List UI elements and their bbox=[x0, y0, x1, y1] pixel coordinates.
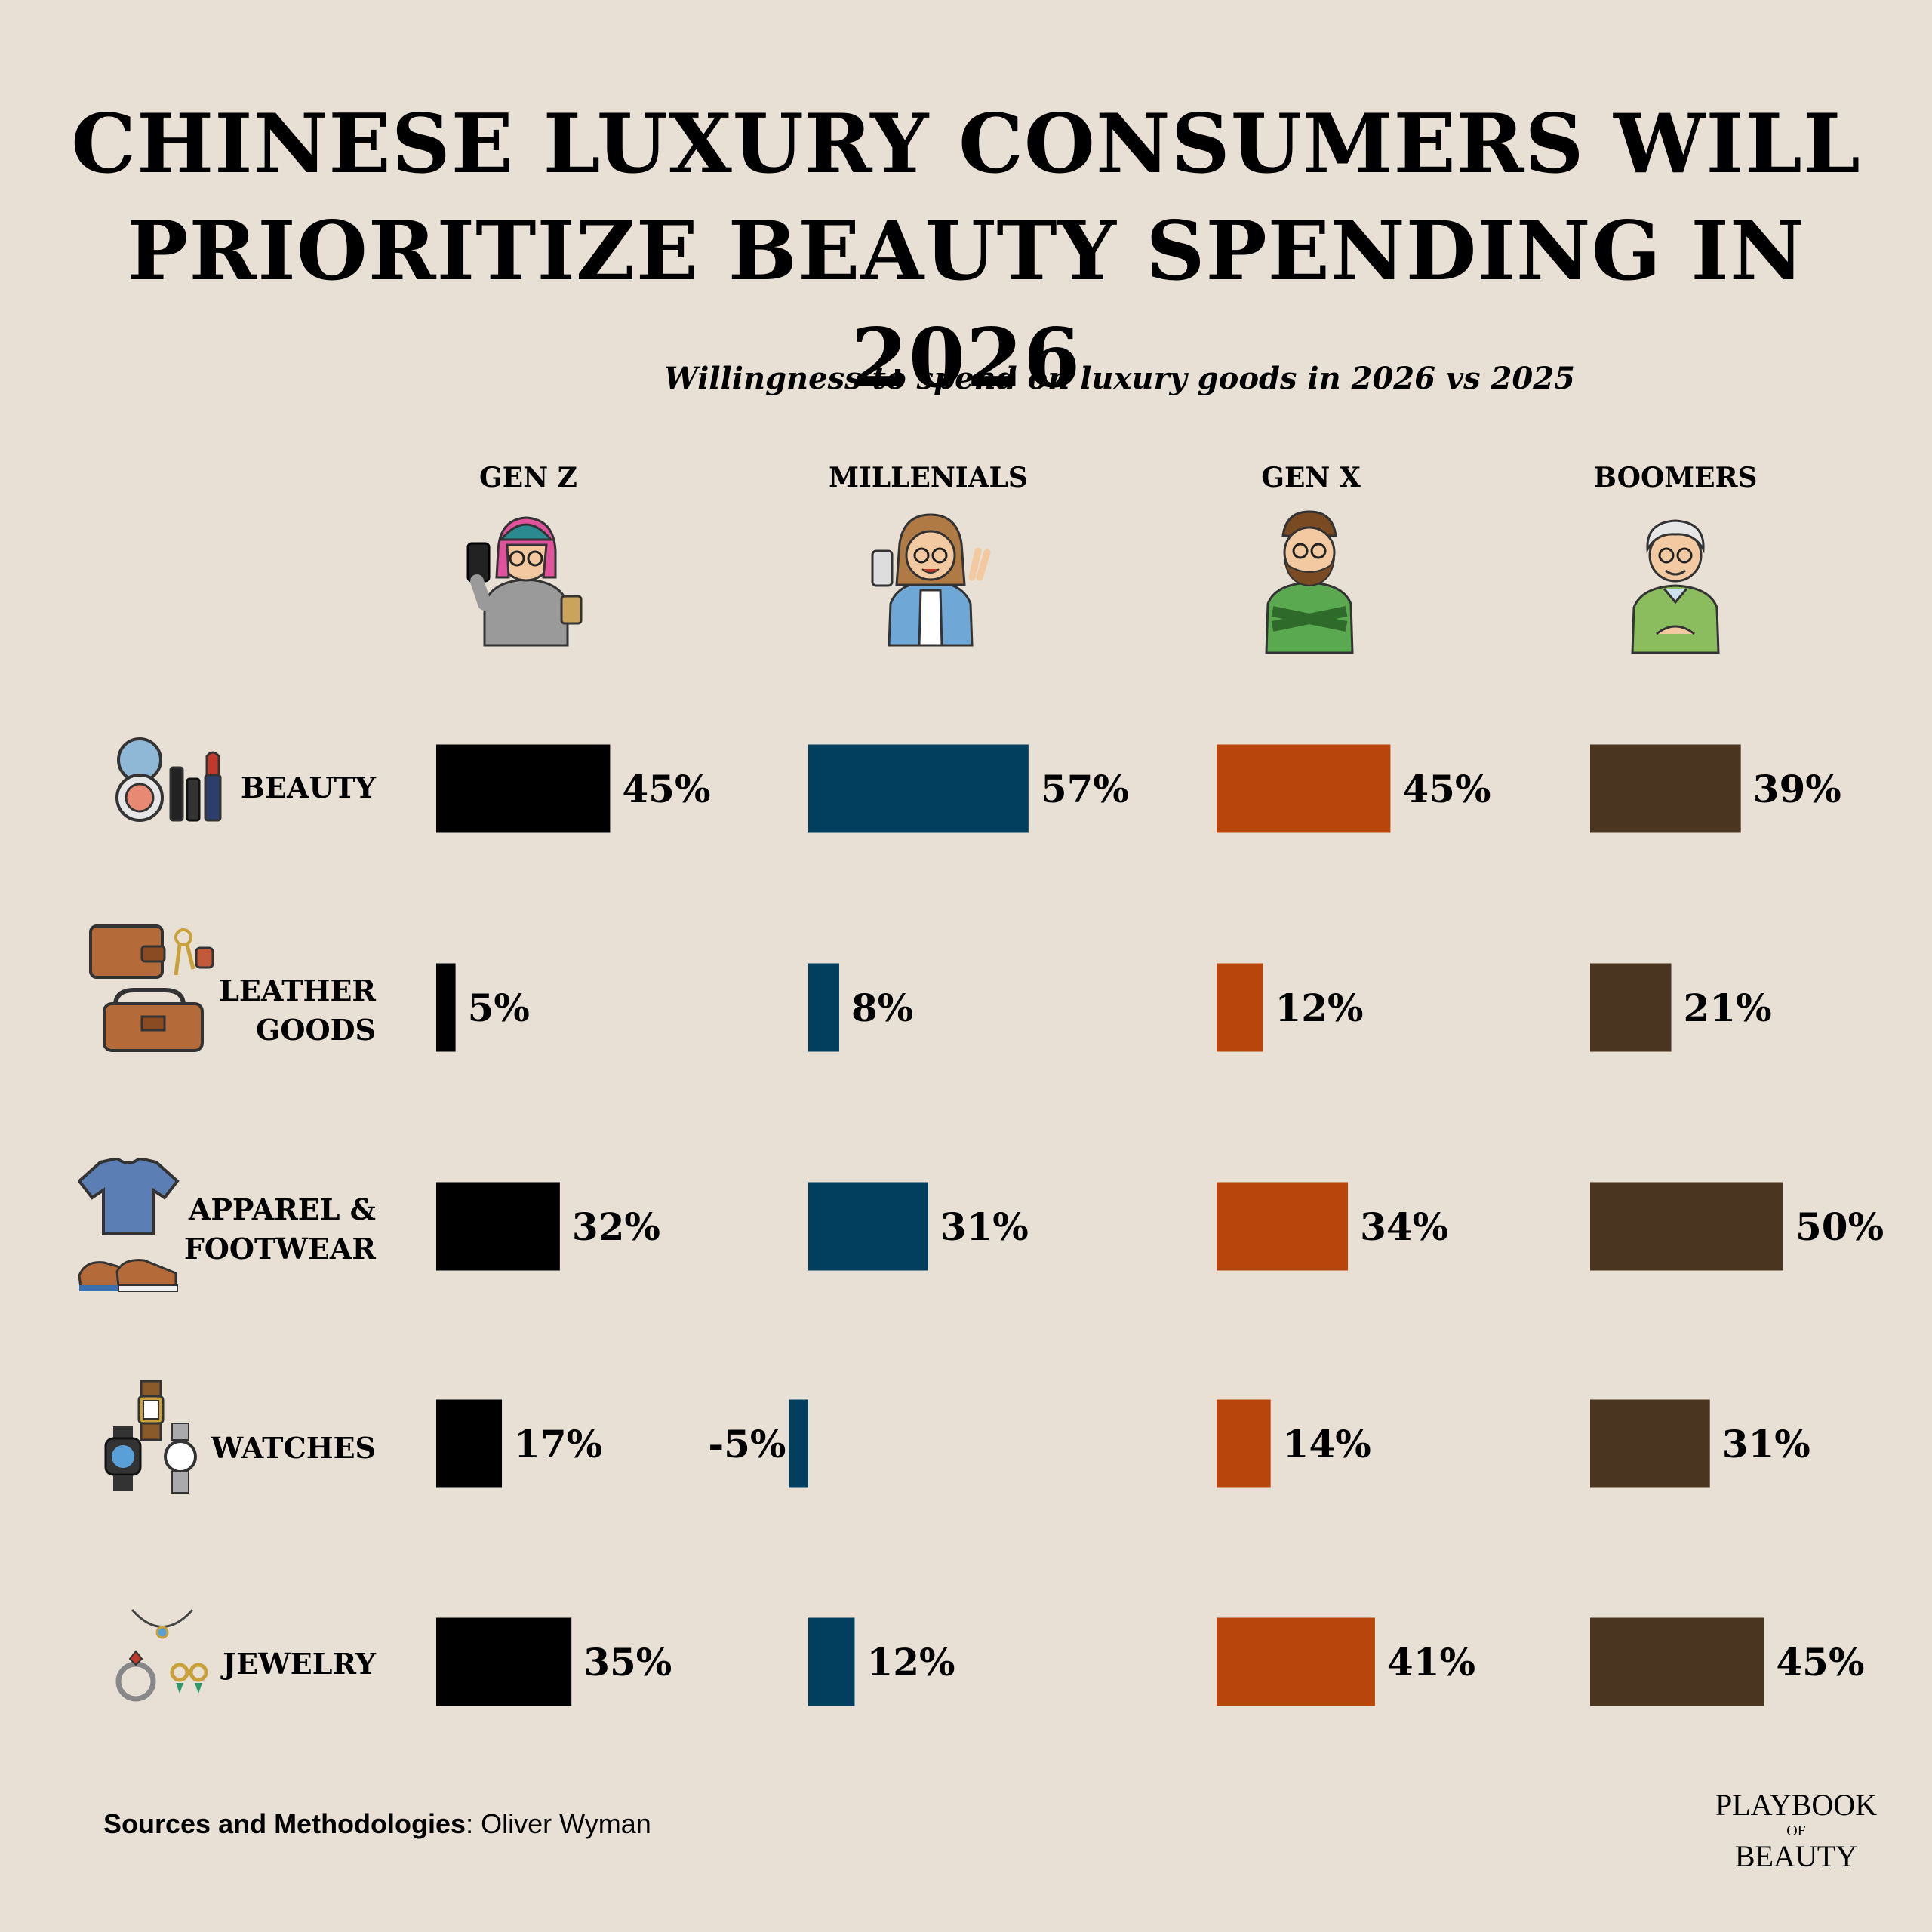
category-label-beauty: BEAUTY bbox=[241, 768, 376, 808]
category-label-line: LEATHER bbox=[219, 974, 376, 1008]
chart-title-line-2: PRIORITIZE BEAUTY SPENDING IN 2026 bbox=[127, 204, 1805, 406]
wallet-bag-icon bbox=[89, 924, 214, 1052]
source-text: : Oliver Wyman bbox=[466, 1808, 651, 1839]
category-label-line: BEAUTY bbox=[240, 771, 376, 804]
chart-title: CHINESE LUXURY CONSUMERS WILL PRIORITIZE… bbox=[0, 91, 1932, 412]
bar-millenials-watches bbox=[789, 1399, 808, 1488]
category-label-line: WATCHES bbox=[211, 1431, 376, 1465]
value-label-millenials-jewelry: 12% bbox=[866, 1640, 955, 1684]
bar-millenials-jewelry bbox=[808, 1617, 855, 1706]
value-label-boomers-beauty: 39% bbox=[1753, 767, 1841, 811]
column-header-boomers: BOOMERS bbox=[1593, 462, 1758, 494]
value-label-gen-x-leather-goods: 12% bbox=[1275, 986, 1363, 1030]
millennial-avatar-icon bbox=[871, 513, 991, 647]
bar-millenials-apparel-footwear bbox=[808, 1182, 928, 1271]
value-label-millenials-watches: -5% bbox=[708, 1422, 786, 1466]
value-label-gen-z-leather-goods: 5% bbox=[468, 986, 530, 1030]
bar-gen-x-watches bbox=[1217, 1399, 1271, 1488]
value-label-gen-z-apparel-footwear: 32% bbox=[572, 1204, 660, 1249]
bar-millenials-leather-goods bbox=[808, 963, 839, 1052]
bar-gen-x-jewelry bbox=[1217, 1617, 1375, 1706]
category-label-leather-goods: LEATHER GOODS bbox=[219, 971, 376, 1050]
bar-millenials-beauty bbox=[808, 744, 1029, 833]
bar-boomers-watches bbox=[1590, 1399, 1710, 1488]
source-note: Sources and Methodologies: Oliver Wyman bbox=[103, 1808, 651, 1840]
column-header-millenials: MILLENIALS bbox=[829, 462, 1028, 494]
value-label-boomers-leather-goods: 21% bbox=[1684, 986, 1772, 1030]
watches-icon bbox=[104, 1380, 197, 1494]
chart-title-line-1: CHINESE LUXURY CONSUMERS WILL bbox=[71, 97, 1861, 192]
value-label-gen-z-beauty: 45% bbox=[622, 767, 710, 811]
bar-boomers-beauty bbox=[1590, 744, 1741, 833]
brand-logo: PLAYBOOK OF BEAUTY bbox=[1690, 1790, 1902, 1872]
brand-line-1: PLAYBOOK bbox=[1715, 1788, 1878, 1822]
value-label-gen-z-watches: 17% bbox=[514, 1422, 602, 1466]
value-label-gen-z-jewelry: 35% bbox=[583, 1640, 672, 1684]
chart-subtitle: Willingness to spend on luxury goods in … bbox=[664, 361, 1575, 396]
value-label-gen-x-beauty: 45% bbox=[1402, 767, 1491, 811]
value-label-millenials-apparel-footwear: 31% bbox=[940, 1204, 1029, 1249]
bar-boomers-leather-goods bbox=[1590, 963, 1672, 1052]
value-label-boomers-watches: 31% bbox=[1722, 1422, 1810, 1466]
bar-gen-x-apparel-footwear bbox=[1217, 1182, 1349, 1271]
bar-boomers-apparel-footwear bbox=[1590, 1182, 1783, 1271]
column-header-gen-z: GEN Z bbox=[479, 462, 577, 494]
bar-gen-z-watches bbox=[436, 1399, 503, 1488]
category-label-line: GOODS bbox=[255, 1013, 376, 1047]
category-label-line: FOOTWEAR bbox=[183, 1232, 376, 1266]
value-label-millenials-leather-goods: 8% bbox=[851, 986, 913, 1030]
makeup-icon bbox=[115, 737, 222, 822]
value-label-millenials-beauty: 57% bbox=[1041, 767, 1129, 811]
bar-gen-z-leather-goods bbox=[436, 963, 456, 1052]
value-label-boomers-apparel-footwear: 50% bbox=[1795, 1204, 1884, 1249]
category-label-apparel-footwear: APPAREL & FOOTWEAR bbox=[184, 1190, 376, 1269]
brand-line-3: BEAUTY bbox=[1734, 1839, 1858, 1873]
bar-gen-z-apparel-footwear bbox=[436, 1182, 560, 1271]
value-label-boomers-jewelry: 45% bbox=[1776, 1640, 1864, 1684]
value-label-gen-x-jewelry: 41% bbox=[1387, 1640, 1475, 1684]
category-label-watches: WATCHES bbox=[211, 1429, 376, 1468]
bar-gen-z-jewelry bbox=[436, 1617, 572, 1706]
bar-gen-x-beauty bbox=[1217, 744, 1391, 833]
column-header-gen-x: GEN X bbox=[1261, 462, 1361, 494]
source-label: Sources and Methodologies bbox=[103, 1808, 466, 1839]
value-label-gen-x-watches: 14% bbox=[1283, 1422, 1371, 1466]
category-label-line: APPAREL & bbox=[188, 1192, 376, 1226]
category-label-jewelry: JEWELRY bbox=[223, 1644, 376, 1684]
bar-gen-z-beauty bbox=[436, 744, 611, 833]
category-label-line: JEWELRY bbox=[223, 1647, 376, 1681]
boomer-avatar-icon bbox=[1631, 519, 1720, 654]
gen-z-avatar-icon bbox=[466, 516, 583, 647]
tshirt-sneakers-icon bbox=[78, 1158, 180, 1292]
bar-gen-x-leather-goods bbox=[1217, 963, 1263, 1052]
bar-boomers-jewelry bbox=[1590, 1617, 1764, 1706]
gen-x-avatar-icon bbox=[1265, 510, 1354, 654]
brand-line-2: OF bbox=[1786, 1823, 1806, 1839]
jewelry-icon bbox=[115, 1609, 208, 1702]
value-label-gen-x-apparel-footwear: 34% bbox=[1360, 1204, 1448, 1249]
